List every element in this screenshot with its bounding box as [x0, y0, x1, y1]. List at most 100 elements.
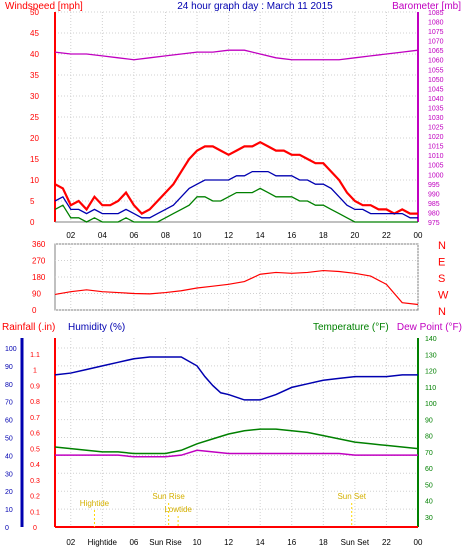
- y-tick-temperature: 50: [425, 482, 433, 489]
- humidity-label: Humidity (%): [68, 322, 125, 333]
- x-tick-label: 02: [66, 231, 75, 240]
- y-tick-windspeed: 20: [30, 134, 39, 143]
- y-tick-rainfall: 0.9: [30, 383, 40, 390]
- y-tick-humidity: 50: [5, 436, 13, 443]
- x-tick-label-bottom: Sun Set: [341, 538, 370, 547]
- y-tick-windspeed: 25: [30, 113, 39, 122]
- compass-label: S: [438, 273, 445, 285]
- y-tick-windspeed: 35: [30, 71, 39, 80]
- y-tick-rainfall: 0.2: [30, 494, 40, 501]
- y-tick-humidity: 90: [5, 364, 13, 371]
- y-tick-temperature: 90: [425, 417, 433, 424]
- x-tick-label-bottom: 12: [224, 538, 233, 547]
- x-tick-label: 06: [129, 231, 138, 240]
- x-tick-label: 00: [414, 231, 423, 240]
- y-tick-barometer: 1055: [428, 67, 444, 74]
- y-tick-direction: 270: [32, 257, 46, 266]
- y-tick-direction: 360: [32, 240, 46, 249]
- x-tick-label-bottom: 16: [287, 538, 296, 547]
- y-tick-temperature: 80: [425, 434, 433, 441]
- y-tick-windspeed: 10: [30, 176, 39, 185]
- y-tick-temperature: 100: [425, 401, 437, 408]
- y-tick-windspeed: 45: [30, 29, 39, 38]
- x-tick-label-bottom: 18: [319, 538, 328, 547]
- y-tick-humidity: 10: [5, 507, 13, 514]
- y-tick-barometer: 1025: [428, 125, 444, 132]
- y-tick-barometer: 1010: [428, 153, 444, 160]
- y-tick-rainfall: 0.8: [30, 399, 40, 406]
- rainfall-label: Rainfall (.in): [2, 322, 55, 333]
- compass-label: E: [438, 257, 445, 269]
- y-tick-humidity: 30: [5, 471, 13, 478]
- x-tick-label: 22: [382, 231, 391, 240]
- event-label: Sun Rise: [152, 492, 185, 501]
- y-tick-barometer: 1030: [428, 115, 444, 122]
- y-tick-barometer: 1035: [428, 105, 444, 112]
- x-tick-label: 18: [319, 231, 328, 240]
- y-tick-barometer: 1070: [428, 39, 444, 46]
- y-tick-barometer: 995: [428, 182, 440, 189]
- series-temperature: [54, 428, 419, 455]
- event-label: Sun Set: [337, 492, 366, 501]
- header-barometer-label: Barometer [mb]: [392, 1, 461, 12]
- x-tick-label-bottom: 02: [66, 538, 75, 547]
- y-tick-barometer: 1040: [428, 96, 444, 103]
- x-tick-label: 10: [193, 231, 202, 240]
- y-tick-temperature: 130: [425, 352, 437, 359]
- compass-label: N: [438, 240, 446, 252]
- series-gust: [54, 187, 418, 223]
- y-tick-barometer: 1005: [428, 163, 444, 170]
- y-tick-temperature: 30: [425, 515, 433, 522]
- y-tick-barometer: 1075: [428, 29, 444, 36]
- y-tick-temperature: 110: [425, 385, 436, 392]
- x-tick-label-bottom: 10: [193, 538, 202, 547]
- y-tick-rainfall: 0.3: [30, 478, 40, 485]
- x-tick-label-bottom: 06: [129, 538, 138, 547]
- y-tick-temperature: 70: [425, 450, 433, 457]
- series-wind-direction: [54, 269, 419, 306]
- header-date-title: 24 hour graph day : March 11 2015: [177, 1, 333, 12]
- y-tick-barometer: 1050: [428, 77, 444, 84]
- y-tick-barometer: 1085: [428, 10, 444, 17]
- y-tick-rainfall: 0.5: [30, 446, 40, 453]
- y-tick-barometer: 1000: [428, 172, 444, 179]
- compass-label: W: [438, 290, 449, 302]
- x-tick-label-bottom: 22: [382, 538, 391, 547]
- y-tick-barometer: 990: [428, 191, 440, 198]
- event-label: Hightide: [80, 499, 110, 508]
- x-tick-label-bottom: 00: [414, 538, 423, 547]
- y-tick-rainfall: 0.7: [30, 415, 40, 422]
- series-average: [54, 170, 418, 219]
- x-tick-label: 14: [256, 231, 265, 240]
- y-tick-windspeed: 30: [30, 92, 39, 101]
- y-tick-humidity: 20: [5, 489, 13, 496]
- y-tick-temperature: 140: [425, 336, 437, 343]
- x-tick-label-bottom: Sun Rise: [149, 538, 182, 547]
- y-tick-windspeed: 15: [30, 155, 39, 164]
- header-windspeed-label: Windspeed [mph]: [5, 1, 83, 12]
- y-tick-humidity: 70: [5, 400, 13, 407]
- x-tick-label: 16: [287, 231, 296, 240]
- y-tick-rainfall: 0.6: [30, 431, 40, 438]
- y-tick-direction: 0: [32, 306, 37, 315]
- x-tick-label: 12: [224, 231, 233, 240]
- y-tick-windspeed: 40: [30, 50, 39, 59]
- y-tick-barometer: 1020: [428, 134, 444, 141]
- y-tick-temperature: 120: [425, 369, 437, 376]
- compass-label: N: [438, 306, 446, 318]
- y-tick-temperature: 40: [425, 499, 433, 506]
- y-tick-humidity: 40: [5, 453, 13, 460]
- y-tick-rainfall: 0.4: [30, 462, 40, 469]
- y-tick-barometer: 1015: [428, 144, 444, 151]
- y-tick-barometer: 980: [428, 210, 440, 217]
- y-tick-barometer: 1060: [428, 58, 444, 65]
- y-tick-barometer: 985: [428, 201, 440, 208]
- event-label: Lowtide: [164, 505, 192, 514]
- y-tick-humidity: 100: [5, 346, 17, 353]
- x-tick-label: 08: [161, 231, 170, 240]
- x-tick-label-bottom: 14: [256, 538, 265, 547]
- series-windspeed: [54, 140, 418, 215]
- y-tick-rainfall: 0.1: [30, 509, 40, 516]
- y-tick-windspeed: 5: [30, 197, 35, 206]
